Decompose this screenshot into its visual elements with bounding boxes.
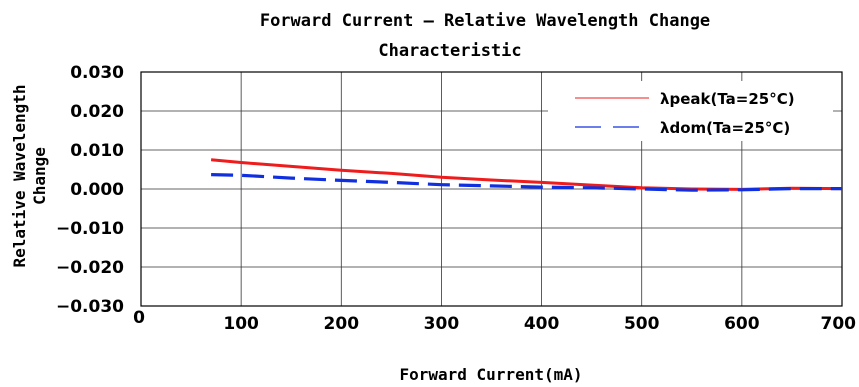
x-tick-label: 200 [324, 314, 360, 334]
chart-title-line1: Forward Current – Relative Wavelength Ch… [260, 11, 710, 31]
x-tick-labels: 0 100 200 300 400 500 600 700 [133, 308, 856, 334]
x-tick-label: 0 [133, 308, 145, 328]
y-tick-label: 0.010 [70, 141, 124, 161]
y-tick-label: −0.010 [56, 219, 124, 239]
y-tick-label: −0.020 [56, 258, 124, 278]
legend-box [548, 81, 833, 141]
y-tick-label: −0.030 [56, 297, 124, 317]
chart-title-line2: Characteristic [378, 41, 521, 61]
y-tick-label: 0.000 [70, 180, 124, 200]
legend-label-dom: λdom(Ta=25°C) [660, 119, 790, 137]
x-tick-label: 300 [424, 314, 460, 334]
series-line-0 [210, 158, 843, 191]
y-axis-label-line2: Change [30, 147, 49, 205]
x-tick-label: 600 [724, 314, 760, 334]
y-tick-labels: 0.030 0.020 0.010 0.000 −0.010 −0.020 −0.030 [56, 63, 124, 317]
series-layer [210, 158, 843, 192]
x-tick-label: 700 [821, 314, 857, 334]
y-axis-label-line1: Relative Wavelength [10, 84, 29, 267]
legend-label-peak: λpeak(Ta=25°C) [660, 90, 795, 108]
x-axis-label: Forward Current(mA) [399, 365, 582, 384]
y-tick-label: 0.020 [70, 102, 124, 122]
x-tick-label: 400 [524, 314, 560, 334]
legend: λpeak(Ta=25°C) λdom(Ta=25°C) [548, 81, 833, 141]
y-tick-label: 0.030 [70, 63, 124, 83]
x-tick-label: 100 [223, 314, 259, 334]
x-tick-label: 500 [624, 314, 660, 334]
